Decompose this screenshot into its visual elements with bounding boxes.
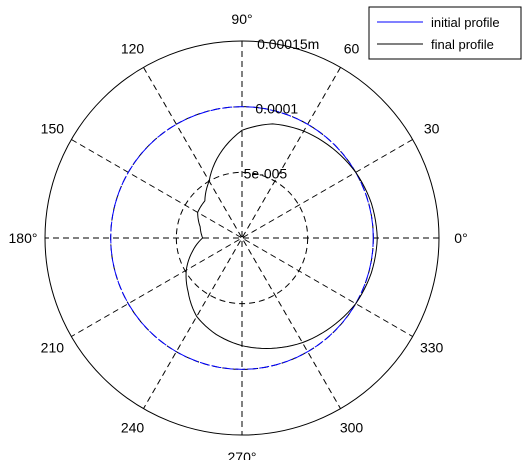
radial-tick-label: 0.00015m	[257, 36, 319, 52]
legend: initial profile final profile	[368, 6, 522, 60]
angular-tick-labels: 0° 30 60 90° 120 150 180° 210 240 270° 300 330	[9, 11, 468, 460]
legend-entry-label: initial profile	[431, 15, 500, 30]
radial-tick-label: 0.0001	[255, 101, 298, 117]
series-line-initial-profile	[110, 106, 374, 370]
outer-ring	[44, 40, 440, 436]
series-layer	[110, 106, 378, 370]
angular-grid-spokes	[45, 41, 439, 435]
angular-tick-label: 120	[121, 40, 145, 56]
legend-entry-label: final profile	[431, 37, 494, 52]
angular-tick-label: 330	[420, 340, 444, 356]
radial-tick-label: 5e-005	[244, 165, 288, 181]
angular-tick-label: 240	[121, 420, 145, 436]
angular-tick-label: 270°	[228, 449, 257, 460]
angular-grid-spoke	[143, 67, 341, 409]
angular-tick-label: 30	[424, 121, 440, 137]
angular-tick-label: 180°	[9, 230, 38, 246]
angular-tick-label: 210	[41, 340, 65, 356]
legend-box	[368, 6, 522, 60]
series-line-final-profile	[185, 123, 378, 349]
angular-tick-label: 90°	[231, 11, 252, 27]
radial-tick-labels: 5e-005 0.0001 0.00015m	[244, 36, 320, 181]
angular-tick-label: 300	[340, 420, 364, 436]
angular-tick-label: 0°	[454, 230, 467, 246]
angular-tick-label: 150	[41, 121, 65, 137]
angular-tick-label: 60	[344, 40, 360, 56]
